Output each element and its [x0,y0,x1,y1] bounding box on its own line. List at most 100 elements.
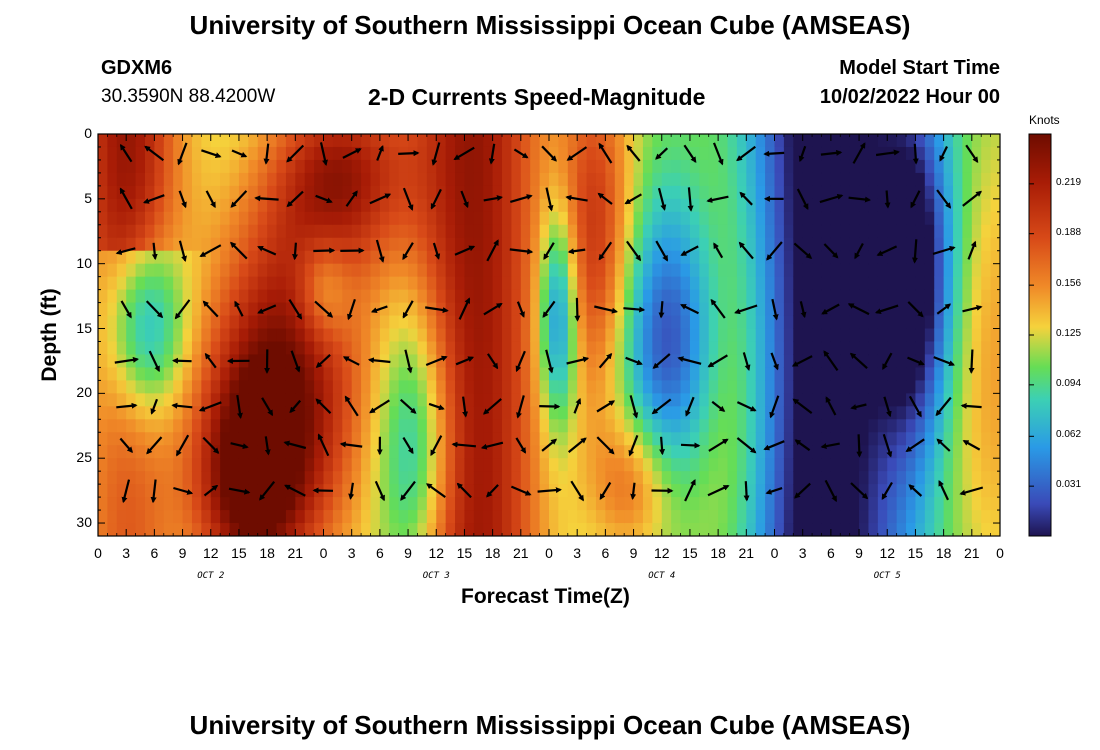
heatmap-cell [163,471,174,485]
heatmap-cell [238,471,249,485]
heatmap-cell [671,393,682,407]
heatmap-cell [859,341,870,356]
heatmap-cell [859,393,870,407]
heatmap-cell [736,445,747,459]
date-label: OCT 4 [648,571,676,581]
current-arrow [228,487,251,495]
current-arrow [428,402,445,411]
heatmap-cell [530,237,541,252]
current-arrow [936,438,951,452]
heatmap-cell [708,380,719,394]
heatmap-cell [671,354,682,369]
heatmap-cell [426,315,437,330]
heatmap-cell [633,432,644,446]
heatmap-cell [483,224,494,239]
heatmap-cell [201,367,212,381]
heatmap-cell [755,172,766,187]
heatmap-cell [135,159,146,174]
current-arrow [791,355,813,367]
x-tick-label: 9 [404,545,412,561]
heatmap-cell [398,302,409,317]
heatmap-cell [370,432,381,446]
heatmap-cell [483,159,494,174]
current-arrow [230,442,249,450]
x-tick-label: 15 [682,545,698,561]
heatmap-cell [295,510,306,524]
heatmap-cell [436,471,447,485]
heatmap-cell [455,445,466,459]
heatmap-cell [267,198,278,213]
current-arrow [884,190,891,209]
heatmap-cell [934,159,945,174]
heatmap-cell [624,341,635,356]
current-arrow [146,436,163,455]
heatmap-cell [408,510,419,524]
heatmap-cell [295,276,306,291]
heatmap-cell [877,497,888,511]
heatmap-cell [163,250,174,265]
heatmap-cell [464,367,475,381]
heatmap-cell [971,276,982,291]
heatmap-cell [210,224,221,239]
heatmap-cell [323,289,334,304]
heatmap-cell [586,302,597,317]
heatmap-cell [154,458,165,472]
heatmap-cell [351,315,362,330]
current-arrow [515,350,526,373]
heatmap-cell [793,484,804,498]
heatmap-cell [887,250,898,265]
heatmap-cell [304,315,315,330]
heatmap-cell [276,302,287,317]
heatmap-cell [633,393,644,407]
heatmap-cell [173,393,184,407]
heatmap-cell [163,432,174,446]
heatmap-cell [154,172,165,187]
heatmap-cell [661,510,672,524]
heatmap-cell [990,315,1000,330]
current-arrow [743,481,750,502]
current-arrow [480,441,504,450]
current-arrow [259,481,276,501]
current-arrow [315,194,333,204]
heatmap-cell [445,419,456,433]
heatmap-cell [849,419,860,433]
heatmap-cell [849,432,860,446]
heatmap-cell [774,315,785,330]
heatmap-cell [492,328,503,343]
heatmap-cell [116,263,127,278]
heatmap-cell [436,211,447,226]
heatmap-cell [699,276,710,291]
heatmap-cell [389,471,400,485]
heatmap-cell [577,393,588,407]
heatmap-cell [774,341,785,356]
heatmap-cell [567,484,578,498]
heatmap-cell [924,393,935,407]
heatmap-cell [934,380,945,394]
heatmap-cell [595,237,606,252]
heatmap-cell [868,198,879,213]
heatmap-cell [595,458,606,472]
heatmap-cell [163,484,174,498]
heatmap-cell [699,341,710,356]
y-tick-label: 10 [76,254,92,271]
heatmap-cell [126,471,137,485]
heatmap-cell [370,198,381,213]
heatmap-cell [257,497,268,511]
heatmap-cell [840,419,851,433]
heatmap-cell [671,380,682,394]
heatmap-cell [417,185,428,200]
heatmap-cell [765,224,776,239]
heatmap-cell [107,471,118,485]
heatmap-cell [680,211,691,226]
heatmap-cell [642,445,653,459]
heatmap-cell [173,250,184,265]
current-arrow [202,436,220,454]
heatmap-cell [116,497,127,511]
heatmap-cell [971,432,982,446]
heatmap-cell [502,198,513,213]
heatmap-cell [398,523,409,536]
heatmap-cell [595,134,606,148]
heatmap-cell [530,159,541,174]
heatmap-cell [549,302,559,317]
heatmap-cell [924,211,935,226]
